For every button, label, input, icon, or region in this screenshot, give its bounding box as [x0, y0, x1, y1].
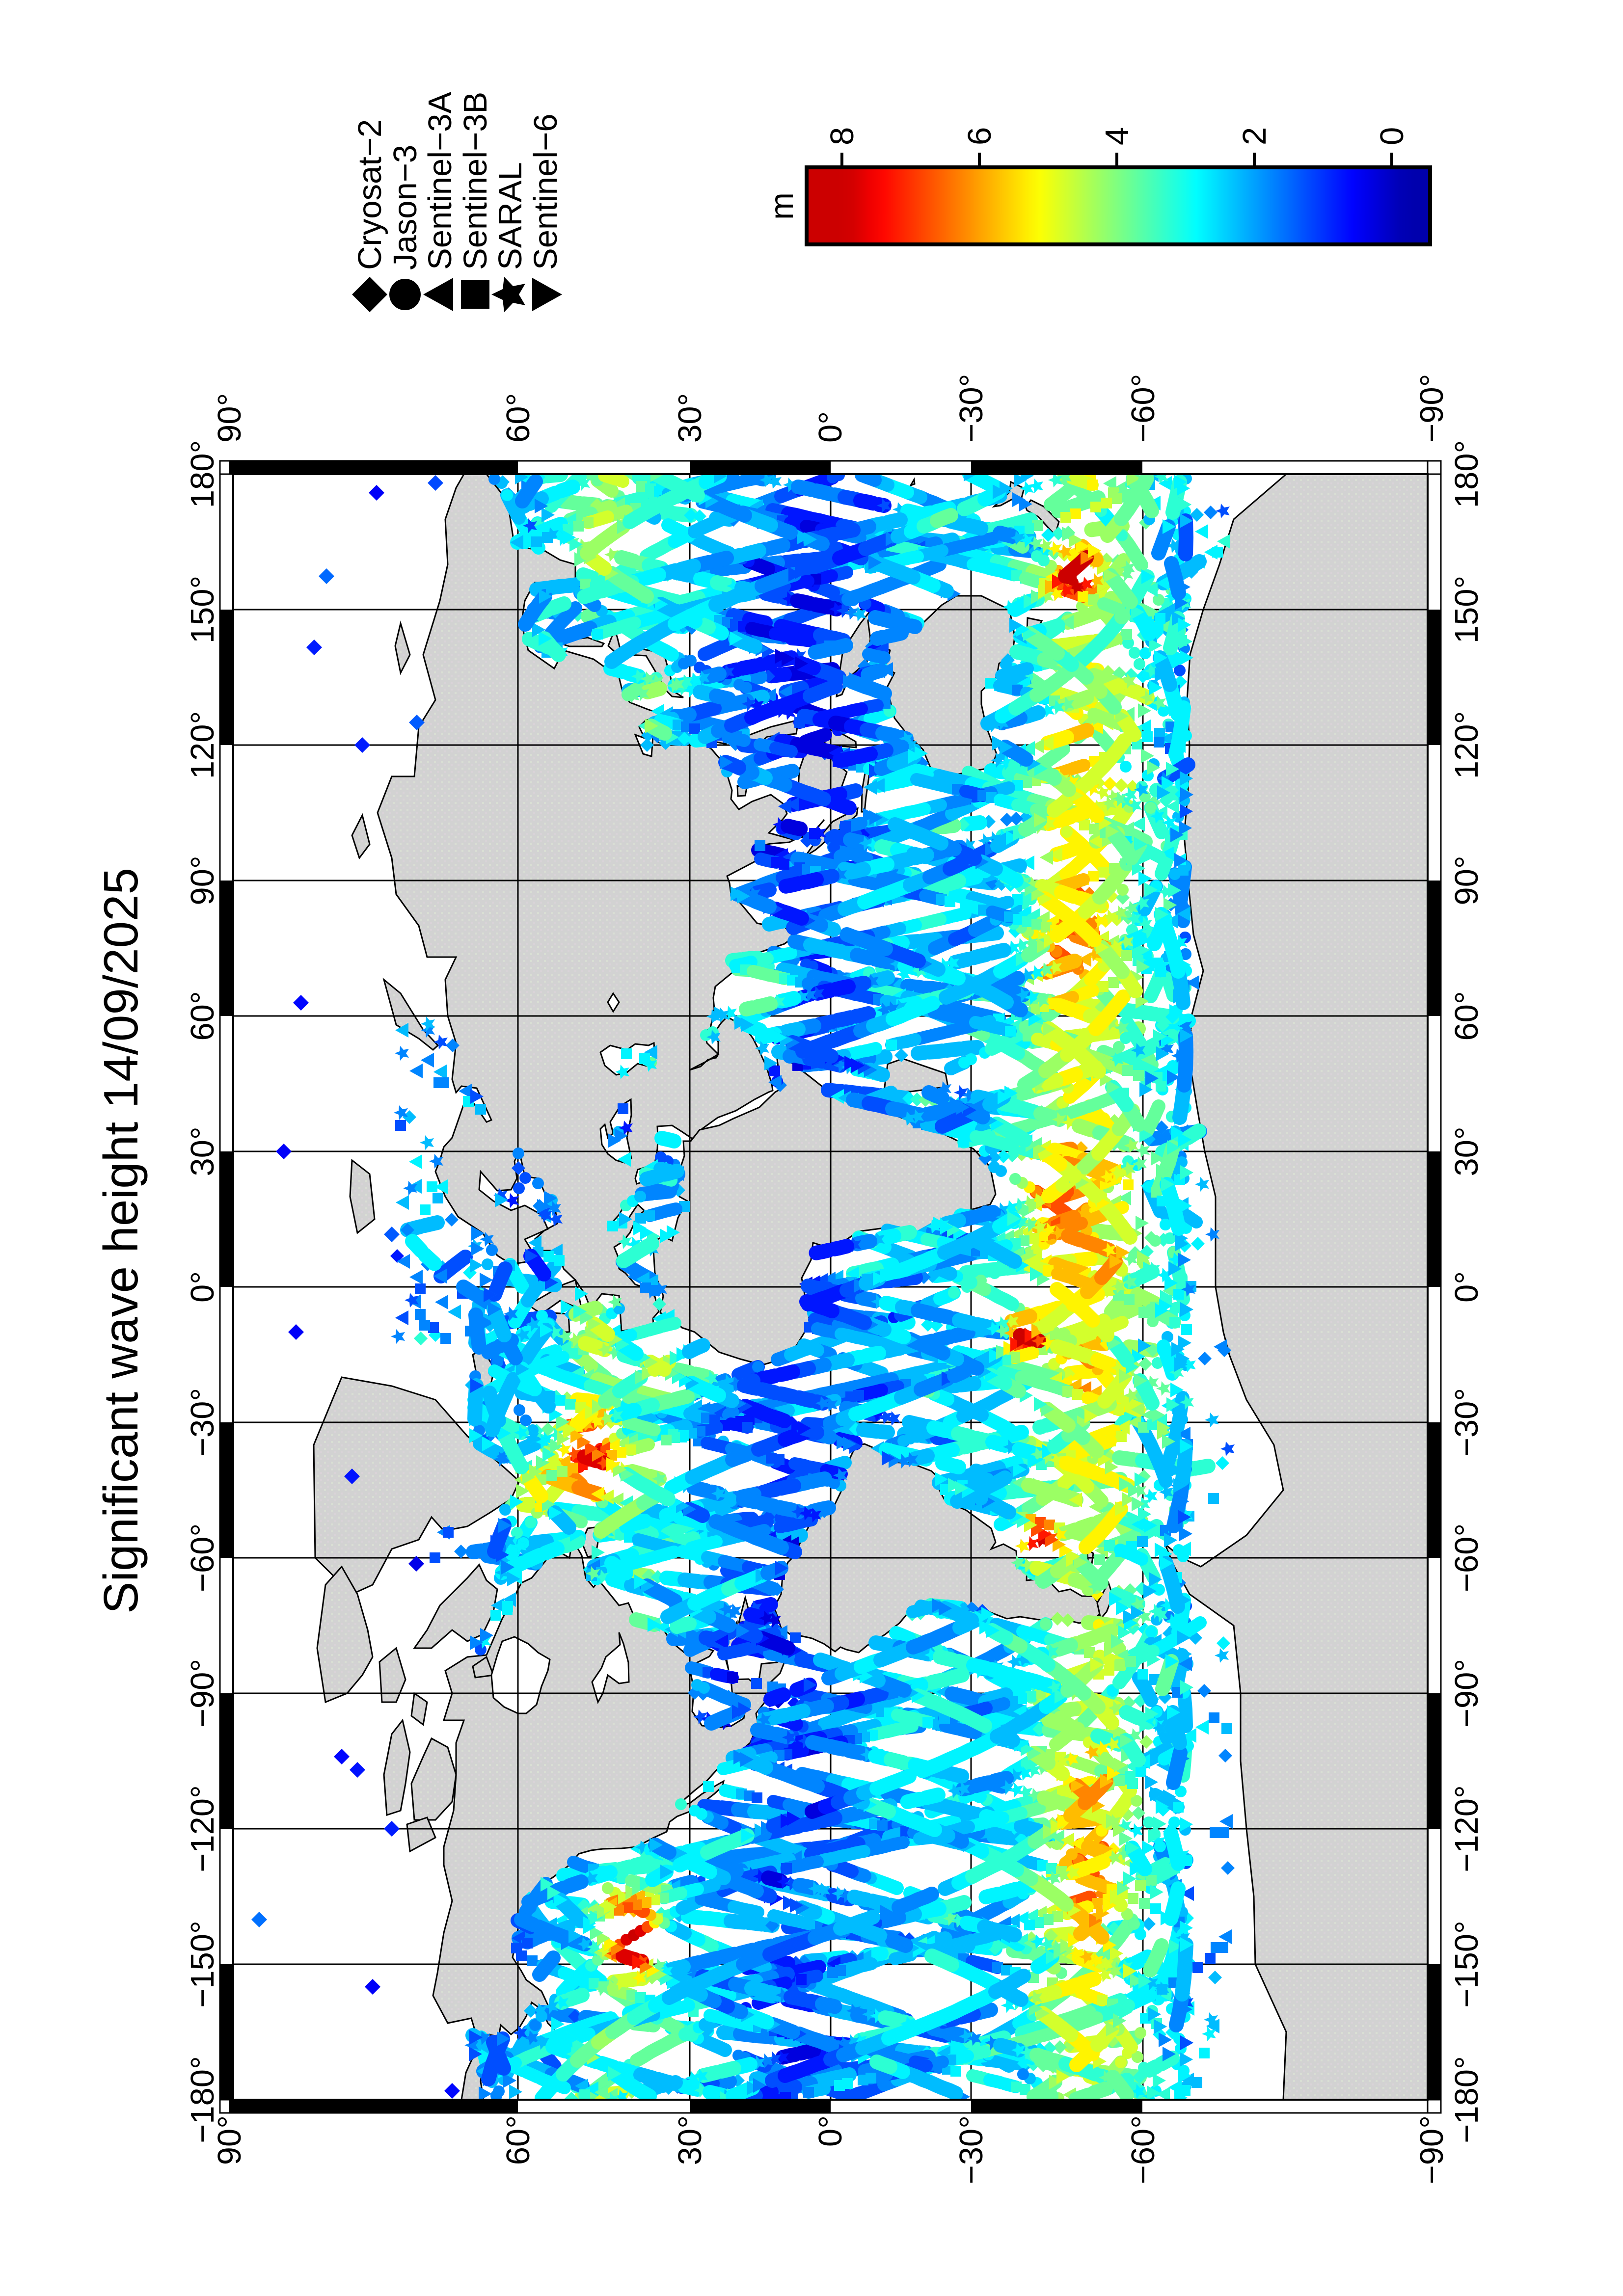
- svg-text:−90°: −90°: [1448, 1659, 1485, 1728]
- svg-text:0: 0: [1374, 127, 1410, 145]
- svg-text:−60°: −60°: [1448, 1523, 1485, 1592]
- svg-text:90°: 90°: [1448, 855, 1485, 905]
- svg-text:150°: 150°: [1448, 576, 1485, 644]
- svg-text:Sentinel−3B: Sentinel−3B: [457, 92, 494, 270]
- svg-text:Cryosat−2: Cryosat−2: [352, 119, 388, 270]
- svg-text:−120°: −120°: [1448, 1785, 1485, 1872]
- svg-text:0°: 0°: [812, 411, 849, 443]
- svg-text:−60°: −60°: [1125, 2115, 1162, 2184]
- svg-text:−30°: −30°: [953, 2115, 990, 2184]
- svg-text:30°: 30°: [1448, 1126, 1485, 1176]
- svg-text:−90°: −90°: [1413, 2115, 1450, 2184]
- svg-text:150°: 150°: [184, 576, 221, 644]
- svg-text:60°: 60°: [1448, 991, 1485, 1041]
- svg-text:0°: 0°: [1448, 1271, 1485, 1303]
- svg-text:120°: 120°: [184, 711, 221, 779]
- svg-text:6: 6: [961, 127, 998, 145]
- svg-text:2: 2: [1236, 127, 1273, 145]
- svg-text:180°: 180°: [184, 440, 221, 508]
- svg-text:90°: 90°: [211, 393, 248, 443]
- svg-text:Jason−3: Jason−3: [387, 145, 424, 270]
- svg-text:0°: 0°: [184, 1271, 221, 1303]
- svg-text:60°: 60°: [500, 2115, 537, 2165]
- svg-text:SARAL: SARAL: [492, 162, 529, 270]
- svg-text:90°: 90°: [184, 855, 221, 905]
- svg-text:180°: 180°: [1448, 440, 1485, 508]
- svg-text:90°: 90°: [211, 2115, 248, 2165]
- svg-text:30°: 30°: [184, 1126, 221, 1176]
- svg-text:−30°: −30°: [953, 374, 990, 443]
- svg-text:−180°: −180°: [1448, 2056, 1485, 2143]
- svg-text:Sentinel−6: Sentinel−6: [527, 113, 564, 270]
- svg-text:−90°: −90°: [184, 1659, 221, 1728]
- svg-text:30°: 30°: [672, 393, 708, 443]
- svg-text:Significant wave height 14/09/: Significant wave height 14/09/2025: [94, 868, 148, 1614]
- svg-text:Sentinel−3A: Sentinel−3A: [422, 91, 459, 270]
- svg-text:−120°: −120°: [184, 1785, 221, 1872]
- svg-text:60°: 60°: [184, 991, 221, 1041]
- svg-text:m: m: [763, 192, 800, 220]
- svg-text:30°: 30°: [672, 2115, 708, 2165]
- svg-text:−90°: −90°: [1413, 374, 1450, 443]
- svg-text:4: 4: [1099, 127, 1136, 145]
- svg-text:60°: 60°: [500, 393, 537, 443]
- svg-text:−30°: −30°: [184, 1388, 221, 1457]
- svg-text:120°: 120°: [1448, 711, 1485, 779]
- svg-text:−150°: −150°: [1448, 1921, 1485, 2008]
- svg-text:0°: 0°: [812, 2115, 849, 2147]
- svg-text:−60°: −60°: [1125, 374, 1162, 443]
- svg-text:−60°: −60°: [184, 1523, 221, 1592]
- svg-text:−150°: −150°: [184, 1921, 221, 2008]
- svg-text:8: 8: [824, 127, 861, 145]
- svg-text:−30°: −30°: [1448, 1388, 1485, 1457]
